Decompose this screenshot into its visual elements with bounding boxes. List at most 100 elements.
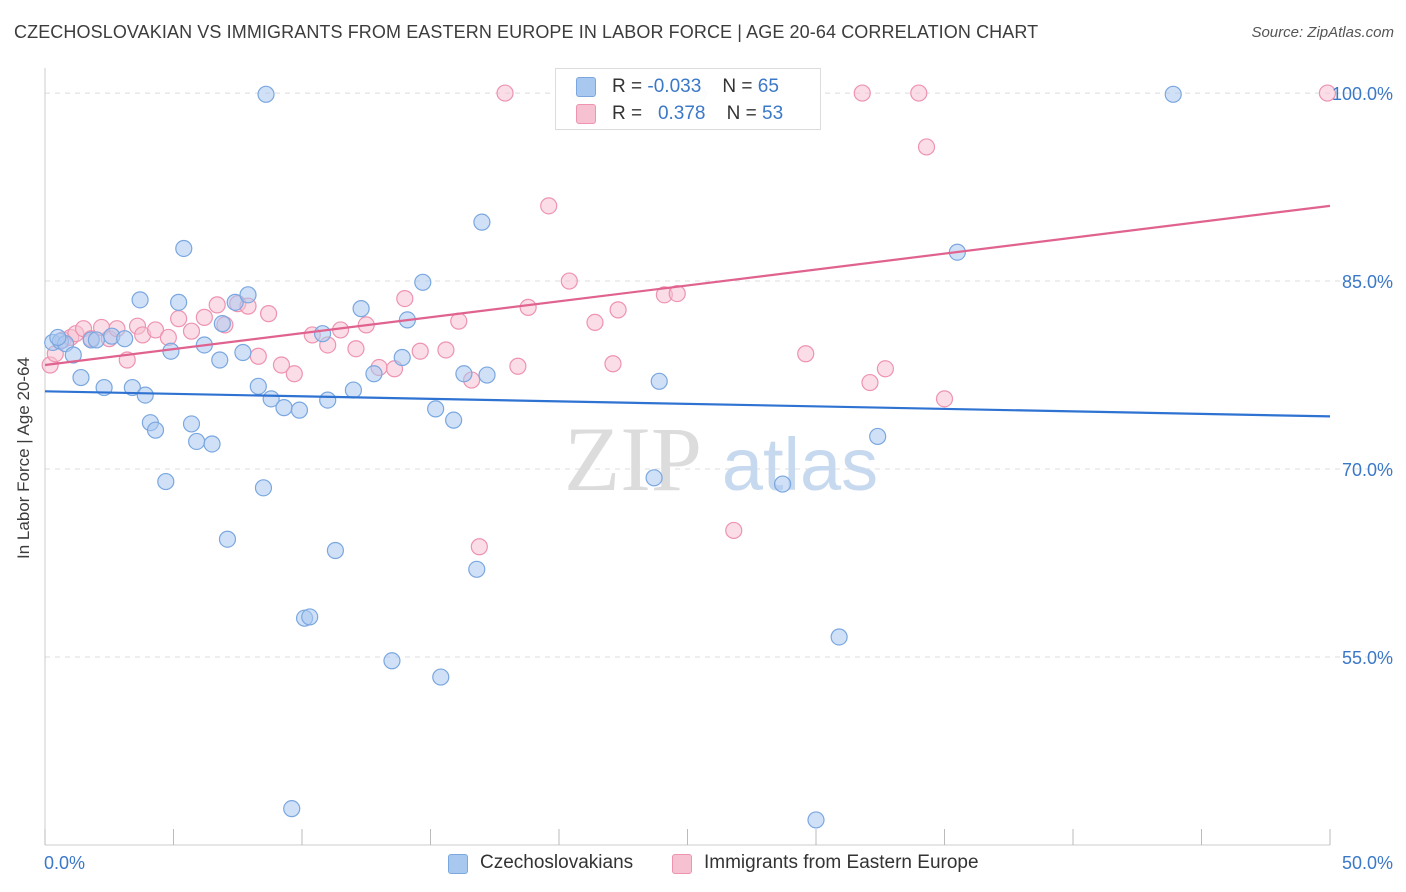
czechoslovakians-point <box>203 435 221 453</box>
czechoslovakians-point <box>383 652 401 670</box>
czechoslovakians-point <box>64 346 82 364</box>
legend-label-immigrants: Immigrants from Eastern Europe <box>704 852 979 873</box>
immigrants-point <box>509 357 527 375</box>
legend-swatch-pink <box>576 104 596 124</box>
czechoslovakians-point <box>807 811 825 829</box>
immigrants-point <box>285 365 303 383</box>
x-tick-label-max: 50.0% <box>1342 853 1393 873</box>
legend-r-value: -0.033 <box>647 76 702 97</box>
czechoslovakians-point <box>182 415 201 433</box>
czechoslovakians-point <box>365 365 383 383</box>
czechoslovakians-point <box>830 628 848 646</box>
source-credit: Source: ZipAtlas.com <box>1251 24 1394 41</box>
czechoslovakians-point <box>239 286 257 304</box>
immigrants-point <box>182 322 201 340</box>
legend-n-label: N = <box>722 76 753 97</box>
immigrants-point <box>917 138 936 156</box>
czechoslovakians-point <box>313 325 332 343</box>
axes <box>44 68 1331 846</box>
czechoslovakians-point <box>473 213 491 231</box>
immigrants-point <box>935 390 954 408</box>
immigrants-point <box>146 321 165 339</box>
series-legend: Czechoslovakians Immigrants from Eastern… <box>0 852 1406 878</box>
czechoslovakians-point <box>445 411 463 429</box>
immigrants-point <box>519 298 537 316</box>
czechoslovakians-point <box>319 391 337 409</box>
immigrants-point <box>560 272 578 290</box>
czechoslovakians-point <box>116 330 134 348</box>
y-tick-label: 55.0% <box>1342 648 1393 668</box>
legend-r-label: R = <box>612 76 643 97</box>
czechoslovakians-point <box>49 328 67 347</box>
czechoslovakians-point <box>249 377 267 395</box>
legend-n-label: N = <box>726 103 757 124</box>
czechoslovakians-point <box>393 348 411 367</box>
czechoslovakians-point <box>432 668 450 686</box>
czechoslovakians-point <box>275 399 293 417</box>
czechoslovakians-point <box>290 401 309 419</box>
immigrants-point <box>797 345 815 363</box>
czechoslovakians-point <box>773 475 792 493</box>
y-tick-label: 70.0% <box>1342 460 1393 480</box>
legend-swatch-immigrants <box>672 854 692 874</box>
immigrants-point <box>195 308 213 326</box>
immigrants-point <box>208 296 226 314</box>
watermark-atlas: atlas <box>722 423 878 506</box>
czechoslovakians-point <box>213 315 231 333</box>
czechoslovakians-point <box>188 432 206 451</box>
immigrants-point <box>586 313 604 332</box>
legend-label-czechoslovakians: Czechoslovakians <box>480 852 634 873</box>
czechoslovakians-point <box>72 368 90 387</box>
y-axis-label: In Labor Force | Age 20-64 <box>14 357 33 559</box>
series-immigrants-points <box>41 84 1337 556</box>
immigrants-point <box>437 341 455 359</box>
immigrants-point <box>170 310 188 328</box>
czechoslovakians-point <box>326 541 345 560</box>
chart-title: CZECHOSLOVAKIAN VS IMMIGRANTS FROM EASTE… <box>14 22 1039 42</box>
czechoslovakians-point <box>175 239 193 258</box>
czechoslovakians-point <box>650 372 668 390</box>
czechoslovakians-point <box>869 427 887 446</box>
immigrants-trend-line <box>44 204 1331 367</box>
czechoslovakians-point <box>468 560 486 578</box>
legend-r-value: 0.378 <box>657 103 706 124</box>
czechoslovakians-point <box>1164 85 1182 103</box>
czechoslovakians-trend-line <box>44 390 1331 418</box>
series-czechoslovakians-points <box>44 85 1182 829</box>
czechoslovakians-point <box>136 386 154 404</box>
czechoslovakians-point <box>254 479 273 497</box>
immigrants-point <box>609 301 627 319</box>
immigrants-point <box>876 360 894 378</box>
tick-labels: 55.0% 70.0% 85.0% 100.0% 0.0% 50.0% <box>44 84 1393 873</box>
czechoslovakians-point <box>218 530 237 548</box>
legend-r-label: R = <box>612 103 643 124</box>
immigrants-point <box>396 289 414 308</box>
legend-n-value: 53 <box>762 103 784 124</box>
czechoslovakians-point <box>157 472 175 491</box>
czechoslovakians-point <box>344 381 362 399</box>
immigrants-point <box>540 197 558 215</box>
x-tick-label-min: 0.0% <box>44 853 85 873</box>
immigrants-point <box>725 521 743 540</box>
immigrants-point <box>910 84 928 102</box>
legend-swatch-blue <box>576 77 596 97</box>
czechoslovakians-point <box>257 85 275 103</box>
czechoslovakians-point <box>455 365 473 383</box>
czechoslovakians-point <box>87 331 106 349</box>
immigrants-point <box>604 355 622 373</box>
immigrants-point <box>470 538 488 556</box>
czechoslovakians-point <box>645 469 663 487</box>
immigrants-point <box>861 373 879 392</box>
immigrants-point <box>496 84 514 102</box>
immigrants-point <box>347 340 365 358</box>
immigrants-point <box>259 305 278 323</box>
czechoslovakians-point <box>211 351 229 369</box>
y-tick-label: 85.0% <box>1342 272 1393 292</box>
watermark-zip: ZIP <box>564 408 702 510</box>
immigrants-point <box>668 284 686 303</box>
czechoslovakians-point <box>123 378 141 397</box>
czechoslovakians-point <box>146 421 165 439</box>
czechoslovakians-point <box>170 293 188 311</box>
legend-swatch-czechoslovakians <box>448 854 468 874</box>
